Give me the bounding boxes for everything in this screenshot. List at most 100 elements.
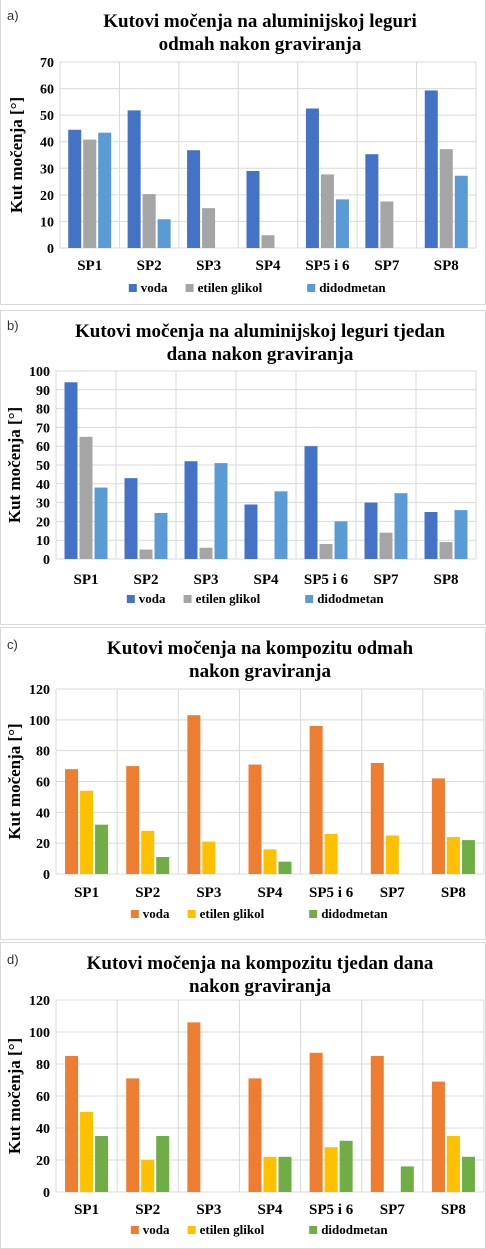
bar-chart-d: 0 20 40 60 80 100 120 SP1 SP2 SP3 SP4 SP5 i 6 SP7 SP8… xyxy=(5,994,485,1237)
bar xyxy=(379,532,393,559)
y-tick-label: 70 xyxy=(40,56,54,71)
bar xyxy=(424,90,438,248)
x-tick-label: SP8 xyxy=(441,885,466,901)
chart-title-line-2: nakon graviranja xyxy=(189,976,331,997)
x-tick-label: SP2 xyxy=(135,1202,160,1218)
bar xyxy=(199,547,213,559)
bar xyxy=(424,512,438,559)
y-tick-label: 70 xyxy=(36,421,50,436)
bar xyxy=(461,1156,475,1192)
x-tick-label: SP5 i 6 xyxy=(309,885,354,901)
bar xyxy=(319,543,333,559)
bar xyxy=(187,1022,201,1192)
bar xyxy=(439,542,453,559)
bar xyxy=(380,201,394,248)
x-tick-label: SP8 xyxy=(433,572,458,588)
chart-title-line-1: Kutovi močenja na kompozitu tjedan dana xyxy=(86,953,434,974)
bar xyxy=(305,108,319,248)
x-tick-label: SP1 xyxy=(77,258,102,274)
x-tick-label: SP7 xyxy=(374,258,400,274)
legend-swatch xyxy=(307,284,316,292)
x-tick-label: SP7 xyxy=(380,1202,406,1218)
bar xyxy=(324,833,338,874)
bar xyxy=(126,1078,140,1192)
bar xyxy=(335,199,349,248)
bar xyxy=(246,170,260,248)
bar xyxy=(439,149,453,248)
bar xyxy=(187,150,201,248)
bar xyxy=(461,840,475,874)
bar xyxy=(214,463,228,559)
legend-entry: etilen glikol xyxy=(198,280,263,295)
bar xyxy=(95,1136,109,1192)
bar xyxy=(304,446,318,559)
legend-swatch xyxy=(309,1226,318,1234)
y-tick-label: 20 xyxy=(36,837,50,852)
bar xyxy=(156,1136,170,1192)
legend-entry: didodmetan xyxy=(321,906,388,921)
legend-entry: etilen glikol xyxy=(196,591,261,606)
y-tick-label: 60 xyxy=(40,83,54,98)
bar-chart-b: 0 10 20 30 40 50 60 70 80 90 100 SP1 SP2 SP3 SP4 SP5 i … xyxy=(5,365,477,606)
bar xyxy=(365,154,379,248)
bar xyxy=(80,790,94,874)
bar xyxy=(339,1140,353,1192)
bar xyxy=(142,194,156,248)
bar xyxy=(156,857,170,874)
bar xyxy=(94,487,108,559)
y-tick-label: 40 xyxy=(36,1122,50,1137)
bar xyxy=(127,110,141,248)
bar xyxy=(446,1136,460,1192)
y-tick-label: 100 xyxy=(29,365,50,380)
y-tick-label: 0 xyxy=(47,242,54,257)
chart-title-line-1: Kutovi močenja na aluminijskoj leguri tj… xyxy=(75,321,445,342)
y-tick-label: 40 xyxy=(40,136,54,151)
bar xyxy=(431,1081,445,1192)
legend-swatch xyxy=(309,910,318,918)
bar xyxy=(334,521,348,559)
bar xyxy=(95,824,109,874)
x-tick-label: SP3 xyxy=(196,1202,221,1218)
x-tick-label: SP4 xyxy=(253,572,279,588)
x-tick-label: SP2 xyxy=(137,258,162,274)
bar xyxy=(278,861,292,874)
bar xyxy=(141,1160,155,1192)
legend-swatch xyxy=(130,1226,139,1234)
bar xyxy=(278,1156,292,1192)
bar xyxy=(80,1112,94,1192)
bar xyxy=(263,1156,277,1192)
legend-swatch xyxy=(305,595,314,603)
y-tick-label: 60 xyxy=(36,440,50,455)
y-tick-label: 0 xyxy=(43,553,50,568)
x-tick-label: SP4 xyxy=(255,258,281,274)
chart-panel-d: d) Kutovi močenja na kompozitu tjedan da… xyxy=(0,942,486,1249)
legend-entry: voda xyxy=(139,591,166,606)
bar xyxy=(370,763,384,874)
chart-title: Kutovi močenja na aluminijskoj leguri tj… xyxy=(40,320,480,366)
bar xyxy=(248,1078,262,1192)
y-axis-label: Kut močenja [°] xyxy=(7,97,26,213)
legend-entry: etilen glikol xyxy=(200,1222,265,1237)
chart-title: Kutovi močenja na kompozitu odmah nakon … xyxy=(40,637,480,683)
y-tick-label: 10 xyxy=(36,534,50,549)
bar xyxy=(385,835,399,874)
y-tick-label: 30 xyxy=(36,497,50,512)
x-tick-label: SP4 xyxy=(257,885,283,901)
x-tick-label: SP1 xyxy=(74,885,99,901)
bar xyxy=(320,174,334,248)
chart-title-line-2: nakon graviranja xyxy=(189,661,331,682)
y-tick-label: 80 xyxy=(36,745,50,760)
y-tick-label: 50 xyxy=(36,459,50,474)
legend-entry: voda xyxy=(141,280,168,295)
legend-entry: didodmetan xyxy=(317,591,384,606)
bar xyxy=(64,382,78,559)
bar xyxy=(83,139,97,248)
bar xyxy=(248,764,262,874)
y-tick-label: 0 xyxy=(43,1186,50,1201)
bar xyxy=(309,1052,323,1192)
chart-title: Kutovi močenja na kompozitu tjedan dana … xyxy=(40,952,480,998)
y-tick-label: 50 xyxy=(40,109,54,124)
x-tick-label: SP3 xyxy=(196,885,221,901)
x-tick-label: SP3 xyxy=(196,258,221,274)
bar xyxy=(274,491,288,559)
